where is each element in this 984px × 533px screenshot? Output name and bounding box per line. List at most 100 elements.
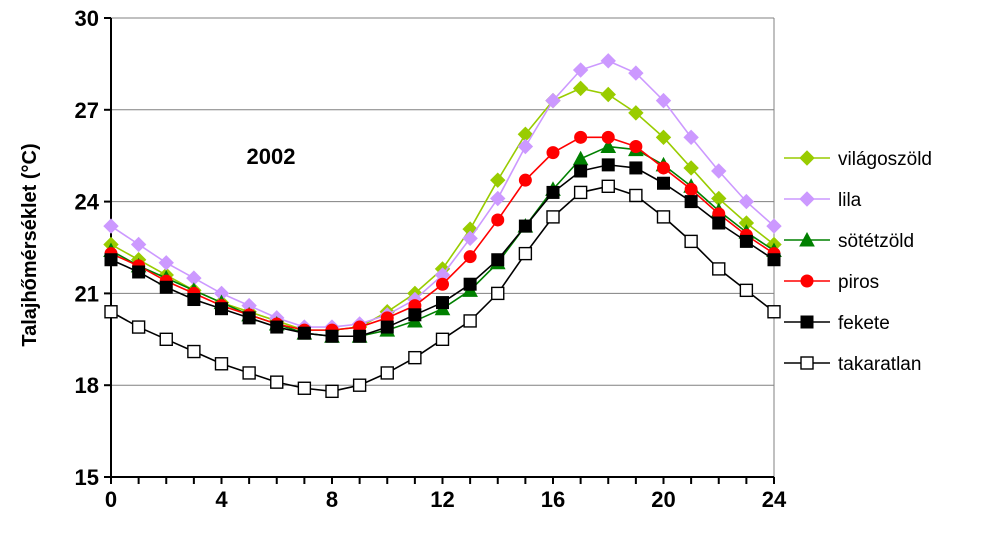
- data-point: [517, 138, 534, 155]
- tick-labels: 15 18 21 24 27 30 0 4 8 12 16 20 24: [75, 6, 787, 512]
- data-point: [684, 234, 698, 249]
- legend-marker: [800, 356, 814, 370]
- data-point: [572, 150, 589, 166]
- data-point: [436, 277, 449, 291]
- data-point: [297, 326, 311, 340]
- data-point: [600, 53, 616, 69]
- data-point: [684, 182, 698, 196]
- y-tick-label: 24: [75, 190, 100, 215]
- data-point: [463, 277, 477, 291]
- y-tick-label: 15: [75, 465, 99, 490]
- data-point: [158, 255, 174, 271]
- data-point: [767, 253, 781, 267]
- legend-item: fekete: [784, 313, 890, 334]
- data-point: [408, 308, 422, 322]
- legend-marker: [800, 274, 814, 288]
- series-fekete: [104, 158, 781, 343]
- legend-marker: [799, 150, 815, 166]
- series-group: [103, 53, 782, 399]
- data-point: [325, 329, 339, 343]
- x-tick-label: 0: [105, 487, 117, 512]
- data-point: [600, 86, 616, 103]
- data-point: [712, 216, 726, 230]
- data-point: [712, 262, 726, 276]
- data-point: [435, 332, 450, 346]
- data-point: [215, 302, 228, 316]
- legend-label: sötétzöld: [838, 231, 914, 252]
- gridlines: [111, 17, 775, 477]
- legend-label: fekete: [838, 313, 890, 334]
- legend-label: világoszöld: [838, 149, 932, 170]
- data-point: [518, 246, 533, 261]
- legend-marker: [799, 231, 815, 247]
- x-tick-label: 4: [215, 487, 228, 512]
- data-point: [572, 62, 589, 78]
- data-point: [655, 129, 672, 146]
- data-point: [159, 280, 173, 294]
- legend-item: takaratlan: [784, 354, 921, 375]
- data-point: [130, 236, 147, 253]
- data-point: [270, 375, 284, 389]
- x-tick-label: 16: [541, 487, 565, 512]
- data-point: [297, 381, 312, 395]
- y-tick-label: 21: [75, 281, 99, 306]
- data-point: [657, 161, 670, 175]
- data-point: [574, 130, 588, 144]
- axes: [104, 17, 775, 484]
- data-point: [739, 283, 754, 298]
- x-tick-label: 8: [326, 487, 338, 512]
- legend-label: piros: [838, 272, 879, 293]
- data-point: [104, 305, 118, 319]
- data-point: [739, 234, 753, 248]
- data-point: [766, 218, 782, 234]
- data-point: [380, 320, 394, 334]
- data-point: [656, 210, 671, 224]
- data-point: [574, 164, 588, 178]
- legend-item: világoszöld: [784, 149, 932, 170]
- data-point: [159, 332, 173, 346]
- data-point: [545, 92, 561, 109]
- data-point: [629, 161, 643, 175]
- data-point: [380, 366, 394, 380]
- legend-marker: [799, 191, 815, 207]
- data-point: [546, 185, 560, 199]
- data-point: [463, 250, 477, 264]
- data-point: [738, 193, 755, 210]
- data-point: [352, 378, 367, 392]
- data-point: [408, 350, 422, 365]
- data-point: [242, 311, 256, 325]
- data-point: [767, 305, 781, 319]
- data-point: [572, 80, 589, 97]
- x-tick-label: 12: [430, 487, 454, 512]
- data-point: [325, 384, 339, 399]
- data-point: [628, 105, 644, 121]
- data-point: [601, 130, 615, 144]
- x-tick-label: 20: [651, 487, 675, 512]
- legend-item: lila: [784, 190, 862, 211]
- data-point: [546, 210, 560, 224]
- data-point: [573, 185, 588, 200]
- data-point: [103, 218, 119, 234]
- data-point: [353, 329, 367, 343]
- data-point: [490, 172, 506, 188]
- data-point: [546, 146, 560, 160]
- legend-item: sötétzöld: [784, 231, 914, 252]
- data-point: [600, 138, 617, 154]
- data-point: [462, 230, 478, 247]
- data-point: [491, 213, 505, 227]
- data-point: [463, 314, 477, 328]
- data-point: [683, 129, 699, 146]
- data-point: [104, 253, 118, 267]
- legend-marker: [800, 315, 814, 329]
- y-axis-label: Talajhőmérséklet (°C): [19, 143, 41, 346]
- legend: világoszöld lila sötétzöld piros fekete takar…: [784, 149, 932, 375]
- data-point: [131, 320, 146, 334]
- data-point: [601, 158, 615, 172]
- data-point: [518, 173, 532, 187]
- data-point: [214, 357, 229, 371]
- data-point: [187, 293, 201, 307]
- data-point: [629, 188, 643, 203]
- x-tick-label: 24: [762, 487, 787, 512]
- data-point: [629, 140, 643, 154]
